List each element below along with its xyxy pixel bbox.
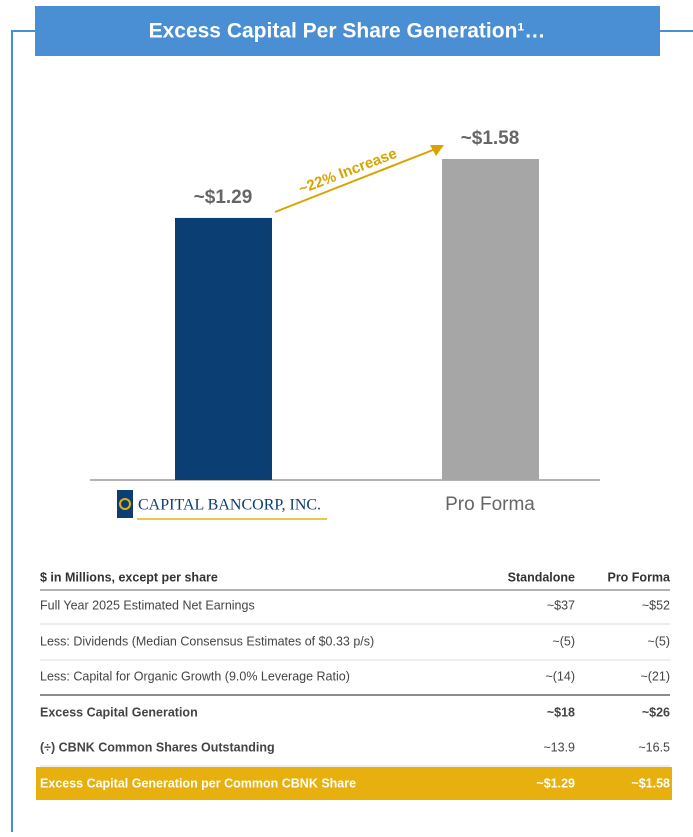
table-cell: ~(14): [545, 669, 575, 683]
table-cell: (÷) CBNK Common Shares Outstanding: [40, 740, 275, 754]
highlight-row: [36, 767, 672, 800]
table-cell: Less: Dividends (Median Consensus Estima…: [40, 634, 374, 648]
logo-icon: [117, 490, 133, 518]
table-cell: Full Year 2025 Estimated Net Earnings: [40, 598, 255, 612]
table-cell: ~$18: [547, 705, 575, 719]
x-tick-label: CAPITAL BANCORP, INC.: [138, 497, 321, 514]
table-header: $ in Millions, except per share: [40, 570, 218, 584]
slide-title: Excess Capital Per Share Generation¹…: [149, 20, 546, 43]
table-cell: ~$1.29: [536, 776, 575, 790]
table-cell: Excess Capital Generation: [40, 705, 198, 719]
table-cell: Less: Capital for Organic Growth (9.0% L…: [40, 669, 350, 683]
table-header: Pro Forma: [607, 570, 671, 584]
table-cell: ~(5): [552, 634, 575, 648]
arrow: [274, 147, 439, 213]
value-label: ~$1.58: [461, 128, 520, 149]
logo-icon: [119, 498, 131, 510]
frame: [11, 30, 35, 832]
arrow-head: [430, 145, 444, 156]
value-label: ~$1.29: [194, 187, 253, 208]
annotation: ~22% Increase: [296, 145, 399, 198]
table-cell: ~13.9: [543, 740, 575, 754]
table-cell: Excess Capital Generation per Common CBN…: [40, 776, 356, 790]
table-cell: ~$26: [642, 705, 670, 719]
table-cell: ~$52: [642, 598, 670, 612]
table-cell: ~(5): [647, 634, 670, 648]
table-header: Standalone: [508, 570, 575, 584]
x-tick-label: Pro Forma: [445, 494, 535, 515]
bar: [442, 159, 539, 480]
table-cell: ~16.5: [638, 740, 670, 754]
bar: [175, 217, 272, 480]
table-cell: ~(21): [640, 669, 670, 683]
table-cell: ~$1.58: [631, 776, 670, 790]
table-cell: ~$37: [547, 598, 575, 612]
title-bar: [35, 6, 660, 56]
